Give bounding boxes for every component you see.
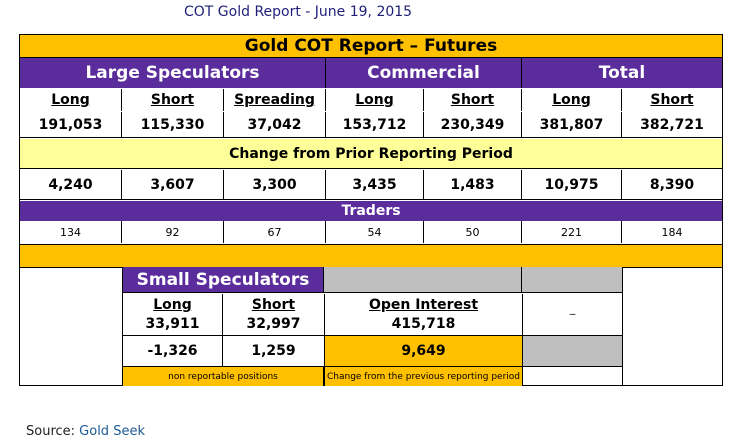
source-name: Gold Seek [79, 424, 145, 439]
dash-mark: _ [569, 301, 576, 315]
traders-value: 134 [20, 221, 122, 243]
change-row [20, 170, 722, 200]
group-total: Total [522, 58, 722, 88]
table-title: Gold COT Report – Futures [19, 34, 723, 58]
page-title: COT Gold Report - June 19, 2015 [184, 4, 413, 20]
traders-label: Traders [20, 201, 722, 221]
small-short-change: 1,259 [251, 343, 296, 359]
small-long-change: -1,326 [147, 343, 198, 359]
group-large-speculators: Large Speculators [20, 58, 326, 88]
column-header: Long [20, 89, 122, 111]
column-header-row [20, 88, 722, 138]
traders-value: 92 [122, 221, 224, 243]
change-value: 1,483 [424, 170, 522, 200]
column-header: Short [424, 89, 522, 111]
source-line: Source: Gold Seek [26, 424, 145, 439]
divider-left [122, 267, 123, 386]
small-speculators-title: Small Speculators [123, 267, 324, 293]
small-short-value: 32,997 [246, 316, 301, 332]
divider [222, 294, 223, 386]
change-value: 4,240 [20, 170, 122, 200]
traders-value: 54 [326, 221, 424, 243]
column-header: Spreading [224, 89, 326, 111]
column-header: Short [650, 92, 694, 108]
row-line [123, 335, 622, 336]
divider-right [622, 267, 623, 386]
small-short-label: Short [251, 297, 296, 313]
change-label: Change from Prior Reporting Period [20, 139, 722, 169]
change-value: 10,975 [522, 170, 622, 200]
change-value: 3,607 [122, 170, 224, 200]
position-value: 230,349 [424, 112, 522, 138]
change-value: 3,300 [224, 170, 326, 200]
position-value: 153,712 [326, 112, 424, 138]
source-label: Source: [26, 424, 76, 439]
row-line [123, 366, 622, 367]
gray-block [523, 336, 622, 366]
small-long-value: 33,911 [145, 316, 200, 332]
position-value: 382,721 [640, 117, 704, 133]
traders-value: 50 [424, 221, 522, 243]
open-interest-change: 9,649 [325, 336, 522, 366]
note-non-reportable: non reportable positions [123, 367, 324, 386]
position-value: 191,053 [20, 112, 122, 138]
gray-block [324, 267, 522, 293]
small-long-label: Long [153, 297, 192, 313]
change-value: 8,390 [649, 177, 695, 193]
note-change-previous: Change from the previous reporting perio… [325, 367, 522, 386]
column-header: Short [122, 89, 224, 111]
traders-value: 221 [522, 221, 622, 243]
change-value: 3,435 [326, 170, 424, 200]
position-value: 37,042 [224, 112, 326, 138]
gray-block [522, 267, 622, 293]
column-header: Long [326, 89, 424, 111]
divider [324, 294, 325, 386]
position-value: 115,330 [122, 112, 224, 138]
group-commercial: Commercial [326, 58, 522, 88]
divider [522, 294, 523, 386]
open-interest-value: 415,718 [391, 316, 456, 332]
gold-separator [20, 244, 722, 267]
open-interest-label: Open Interest [368, 297, 479, 313]
column-header: Long [522, 89, 622, 111]
traders-value: 184 [661, 225, 683, 239]
position-value: 381,807 [522, 112, 622, 138]
traders-value: 67 [224, 221, 326, 243]
